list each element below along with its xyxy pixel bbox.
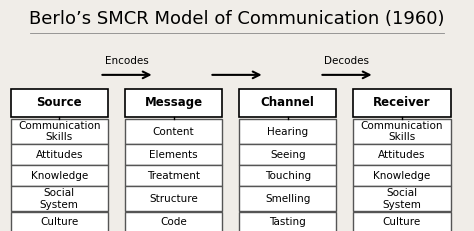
Text: Channel: Channel [261,97,315,109]
FancyBboxPatch shape [353,89,451,117]
FancyBboxPatch shape [125,119,222,144]
FancyBboxPatch shape [125,144,222,165]
Text: Source: Source [36,97,82,109]
Text: Decodes: Decodes [325,56,370,66]
Text: Social
System: Social System [383,188,421,210]
Text: Tasting: Tasting [269,217,306,227]
FancyBboxPatch shape [10,165,108,186]
FancyBboxPatch shape [239,165,337,186]
FancyBboxPatch shape [353,144,451,165]
Text: Seeing: Seeing [270,150,306,160]
FancyBboxPatch shape [239,212,337,231]
Text: Communication
Skills: Communication Skills [18,121,100,142]
FancyBboxPatch shape [353,212,451,231]
Text: Culture: Culture [40,217,78,227]
FancyBboxPatch shape [239,144,337,165]
Text: Culture: Culture [383,217,421,227]
Text: Knowledge: Knowledge [374,171,430,181]
FancyBboxPatch shape [239,89,337,117]
Text: Berlo’s SMCR Model of Communication (1960): Berlo’s SMCR Model of Communication (196… [29,10,445,28]
Text: Attitudes: Attitudes [36,150,83,160]
Text: Attitudes: Attitudes [378,150,426,160]
FancyBboxPatch shape [125,165,222,186]
Text: Communication
Skills: Communication Skills [361,121,443,142]
FancyBboxPatch shape [10,212,108,231]
Text: Hearing: Hearing [267,127,308,137]
FancyBboxPatch shape [239,186,337,211]
FancyBboxPatch shape [353,186,451,211]
FancyBboxPatch shape [125,89,222,117]
Text: Receiver: Receiver [373,97,431,109]
FancyBboxPatch shape [239,119,337,144]
Text: Content: Content [153,127,194,137]
FancyBboxPatch shape [125,186,222,211]
FancyBboxPatch shape [10,89,108,117]
FancyBboxPatch shape [10,186,108,211]
Text: Structure: Structure [149,194,198,204]
Text: Elements: Elements [149,150,198,160]
Text: Touching: Touching [264,171,311,181]
FancyBboxPatch shape [10,119,108,144]
Text: Smelling: Smelling [265,194,310,204]
Text: Treatment: Treatment [147,171,200,181]
Text: Social
System: Social System [40,188,79,210]
FancyBboxPatch shape [125,212,222,231]
FancyBboxPatch shape [353,165,451,186]
Text: Knowledge: Knowledge [31,171,88,181]
FancyBboxPatch shape [353,119,451,144]
Text: Encodes: Encodes [105,56,149,66]
Text: Code: Code [160,217,187,227]
FancyBboxPatch shape [10,144,108,165]
Text: Message: Message [145,97,202,109]
